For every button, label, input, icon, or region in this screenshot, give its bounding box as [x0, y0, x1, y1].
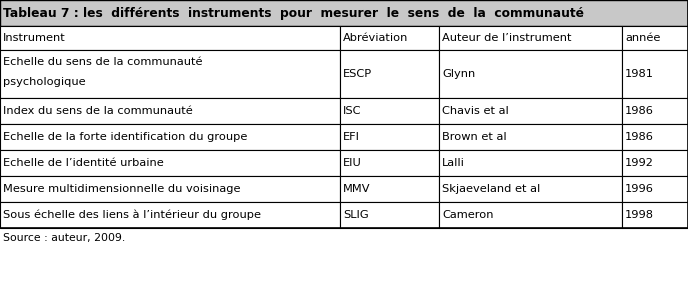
Text: Mesure multidimensionnelle du voisinage: Mesure multidimensionnelle du voisinage — [3, 184, 241, 194]
Text: Brown et al: Brown et al — [442, 132, 506, 142]
Text: Echelle de la forte identification du groupe: Echelle de la forte identification du gr… — [3, 132, 248, 142]
Bar — [622, 202, 688, 228]
Bar — [340, 26, 439, 50]
Text: Chavis et al: Chavis et al — [442, 106, 508, 116]
Text: 1996: 1996 — [625, 184, 654, 194]
Text: Index du sens de la communauté: Index du sens de la communauté — [3, 106, 193, 116]
Bar — [439, 176, 622, 202]
Text: Instrument: Instrument — [3, 33, 66, 43]
Bar — [0, 124, 340, 150]
Text: Echelle du sens de la communauté: Echelle du sens de la communauté — [3, 57, 202, 67]
Bar — [340, 202, 439, 228]
Text: EFI: EFI — [343, 132, 360, 142]
Bar — [622, 124, 688, 150]
Bar — [0, 50, 340, 98]
Bar — [439, 98, 622, 124]
Bar — [439, 124, 622, 150]
Text: année: année — [625, 33, 660, 43]
Text: Source : auteur, 2009.: Source : auteur, 2009. — [3, 233, 125, 243]
Bar — [0, 150, 340, 176]
Bar — [622, 50, 688, 98]
Bar — [439, 26, 622, 50]
Bar — [622, 150, 688, 176]
Text: Auteur de l’instrument: Auteur de l’instrument — [442, 33, 572, 43]
Text: Skjaeveland et al: Skjaeveland et al — [442, 184, 540, 194]
Text: 1986: 1986 — [625, 106, 654, 116]
Bar — [622, 176, 688, 202]
Text: EIU: EIU — [343, 158, 362, 168]
Text: psychologique: psychologique — [3, 77, 85, 87]
Text: 1992: 1992 — [625, 158, 654, 168]
Bar — [340, 98, 439, 124]
Text: Cameron: Cameron — [442, 210, 493, 220]
Text: ESCP: ESCP — [343, 69, 372, 79]
Text: Sous échelle des liens à l’intérieur du groupe: Sous échelle des liens à l’intérieur du … — [3, 210, 261, 220]
Text: ISC: ISC — [343, 106, 361, 116]
Bar — [0, 176, 340, 202]
Bar — [622, 26, 688, 50]
Bar — [0, 202, 340, 228]
Bar — [439, 50, 622, 98]
Text: 1998: 1998 — [625, 210, 654, 220]
Text: Lalli: Lalli — [442, 158, 465, 168]
Text: 1986: 1986 — [625, 132, 654, 142]
Bar — [439, 150, 622, 176]
Bar — [340, 124, 439, 150]
Text: 1981: 1981 — [625, 69, 654, 79]
Text: MMV: MMV — [343, 184, 370, 194]
Text: Echelle de l’identité urbaine: Echelle de l’identité urbaine — [3, 158, 164, 168]
Text: SLIG: SLIG — [343, 210, 369, 220]
Bar — [439, 202, 622, 228]
Bar — [340, 176, 439, 202]
Bar — [340, 150, 439, 176]
Bar — [0, 0, 688, 228]
Text: Glynn: Glynn — [442, 69, 475, 79]
Bar — [0, 98, 340, 124]
Bar — [0, 26, 340, 50]
Text: Tableau 7 : les  différents  instruments  pour  mesurer  le  sens  de  la  commu: Tableau 7 : les différents instruments p… — [3, 6, 584, 19]
Bar — [622, 98, 688, 124]
Text: Abréviation: Abréviation — [343, 33, 408, 43]
Bar — [340, 50, 439, 98]
Bar — [0, 0, 688, 26]
